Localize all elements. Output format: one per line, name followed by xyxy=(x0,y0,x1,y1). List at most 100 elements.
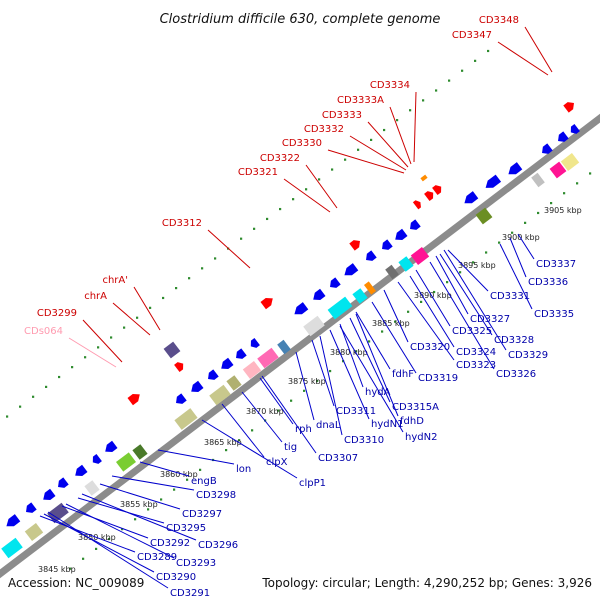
gene-label: CD3322 xyxy=(260,153,300,164)
reverse-gene-arrow xyxy=(570,123,580,134)
gene-label: CD3333A xyxy=(337,95,384,106)
gene-box xyxy=(209,384,231,406)
gene-label: chrA xyxy=(84,291,107,302)
genome-backbone xyxy=(0,113,600,579)
gene-label: lon xyxy=(236,464,251,475)
track-dot xyxy=(589,172,592,175)
gene-label: CD3296 xyxy=(198,540,238,551)
reverse-gene-arrow xyxy=(464,191,479,204)
accession-text: Accession: NC_009089 xyxy=(8,576,144,590)
track-dot xyxy=(162,296,165,300)
reverse-gene-arrow xyxy=(382,239,393,250)
label-leader-line xyxy=(443,249,507,351)
track-dot xyxy=(214,257,217,260)
reverse-gene-arrow xyxy=(75,464,88,476)
track-dot xyxy=(370,138,373,141)
track-dot xyxy=(199,468,202,471)
track-dot xyxy=(279,207,282,211)
gene-box xyxy=(410,246,430,266)
track-dot xyxy=(474,59,477,62)
track-dot xyxy=(238,439,241,442)
track-dot xyxy=(316,379,319,383)
gene-box xyxy=(475,207,493,225)
gene-box xyxy=(277,339,291,355)
gene-label: CD3307 xyxy=(318,453,358,464)
track-dot xyxy=(420,300,423,303)
reverse-gene-arrow xyxy=(485,174,502,188)
track-dot xyxy=(45,385,48,388)
reverse-gene-arrow xyxy=(366,250,377,261)
forward-gene-arrow xyxy=(424,191,434,202)
gene-label: CD3289 xyxy=(137,552,177,563)
reverse-gene-labels: CD3291 CD3290 CD3289 CD3292 CD3293 CD3295 CD32… xyxy=(39,233,576,599)
track-dot xyxy=(318,178,321,181)
track-dot xyxy=(84,356,87,359)
label-leader-line xyxy=(111,475,195,491)
reverse-gene-arrow xyxy=(313,288,326,300)
track-dot xyxy=(95,547,98,550)
reverse-gene-arrow xyxy=(330,277,341,288)
track-dot xyxy=(82,557,85,560)
label-leader-line xyxy=(82,319,123,363)
gene-box xyxy=(303,315,325,337)
reverse-gene-arrow xyxy=(6,514,21,527)
track-dot xyxy=(524,221,527,224)
reverse-gene-arrow xyxy=(542,143,553,154)
label-leader-line xyxy=(497,41,549,76)
label-leader-line xyxy=(259,377,294,425)
gene-box xyxy=(174,408,198,430)
reverse-gene-arrow xyxy=(92,453,102,464)
gene-label: CD3295 xyxy=(166,523,206,534)
reverse-gene-arrow xyxy=(208,369,219,380)
gene-label: clpX xyxy=(266,457,288,468)
gene-label: rph xyxy=(295,424,312,435)
reverse-gene-arrow xyxy=(508,162,523,175)
kbp-tick-label: 3890 kbp xyxy=(414,291,452,300)
label-leader-line xyxy=(319,335,343,436)
forward-gene-labels: CDs064 CD3299 chrA chrA' CD3312 CD3321 CD3322 C… xyxy=(24,15,553,368)
gene-box xyxy=(398,256,414,272)
gene-label: CD3321 xyxy=(238,167,278,178)
gene-label: CD3320 xyxy=(410,342,450,353)
forward-gene-arrow xyxy=(412,200,421,210)
reverse-gene-arrow xyxy=(221,357,234,369)
gene-label: dnaL xyxy=(316,420,341,431)
track-dot xyxy=(134,518,137,521)
reverse-gene-arrow xyxy=(395,228,408,240)
gene-box xyxy=(84,480,100,496)
reverse-gene-arrow xyxy=(58,477,69,488)
kbp-tick-label: 3845 kbp xyxy=(38,565,76,574)
label-leader-line xyxy=(77,497,165,524)
label-leader-line xyxy=(39,515,136,553)
track-dot xyxy=(329,369,332,373)
label-leader-line xyxy=(499,243,533,310)
gene-label: fdhD xyxy=(400,416,424,427)
gene-label: CD3348 xyxy=(479,15,519,26)
label-leader-line xyxy=(112,302,151,336)
label-leader-line xyxy=(389,106,412,165)
gene-box xyxy=(226,375,242,391)
gene-box xyxy=(327,296,353,320)
gene-label: CD3326 xyxy=(496,369,536,380)
gene-box xyxy=(560,152,580,172)
kbp-tick-label: 3885 kbp xyxy=(372,319,410,328)
label-leader-line xyxy=(355,313,399,417)
forward-gene-arrow xyxy=(260,298,273,310)
gene-label: CD3335 xyxy=(534,309,574,320)
label-leader-line xyxy=(383,289,409,343)
track-dot xyxy=(58,375,61,379)
gene-label: clpP1 xyxy=(299,478,326,489)
gene-box xyxy=(163,341,181,359)
track-dot xyxy=(342,360,345,363)
gene-label: CD3310 xyxy=(344,435,384,446)
track-dot xyxy=(485,251,488,254)
gene-label: CD3327 xyxy=(470,314,510,325)
gene-label: CD3336 xyxy=(528,277,568,288)
forward-gene-arrow xyxy=(432,185,442,196)
label-leader-line xyxy=(311,339,335,407)
gene-label: CD3334 xyxy=(370,80,410,91)
gene-label: fdhF xyxy=(392,369,414,380)
track-dot xyxy=(487,49,490,53)
track-dot xyxy=(253,227,256,230)
